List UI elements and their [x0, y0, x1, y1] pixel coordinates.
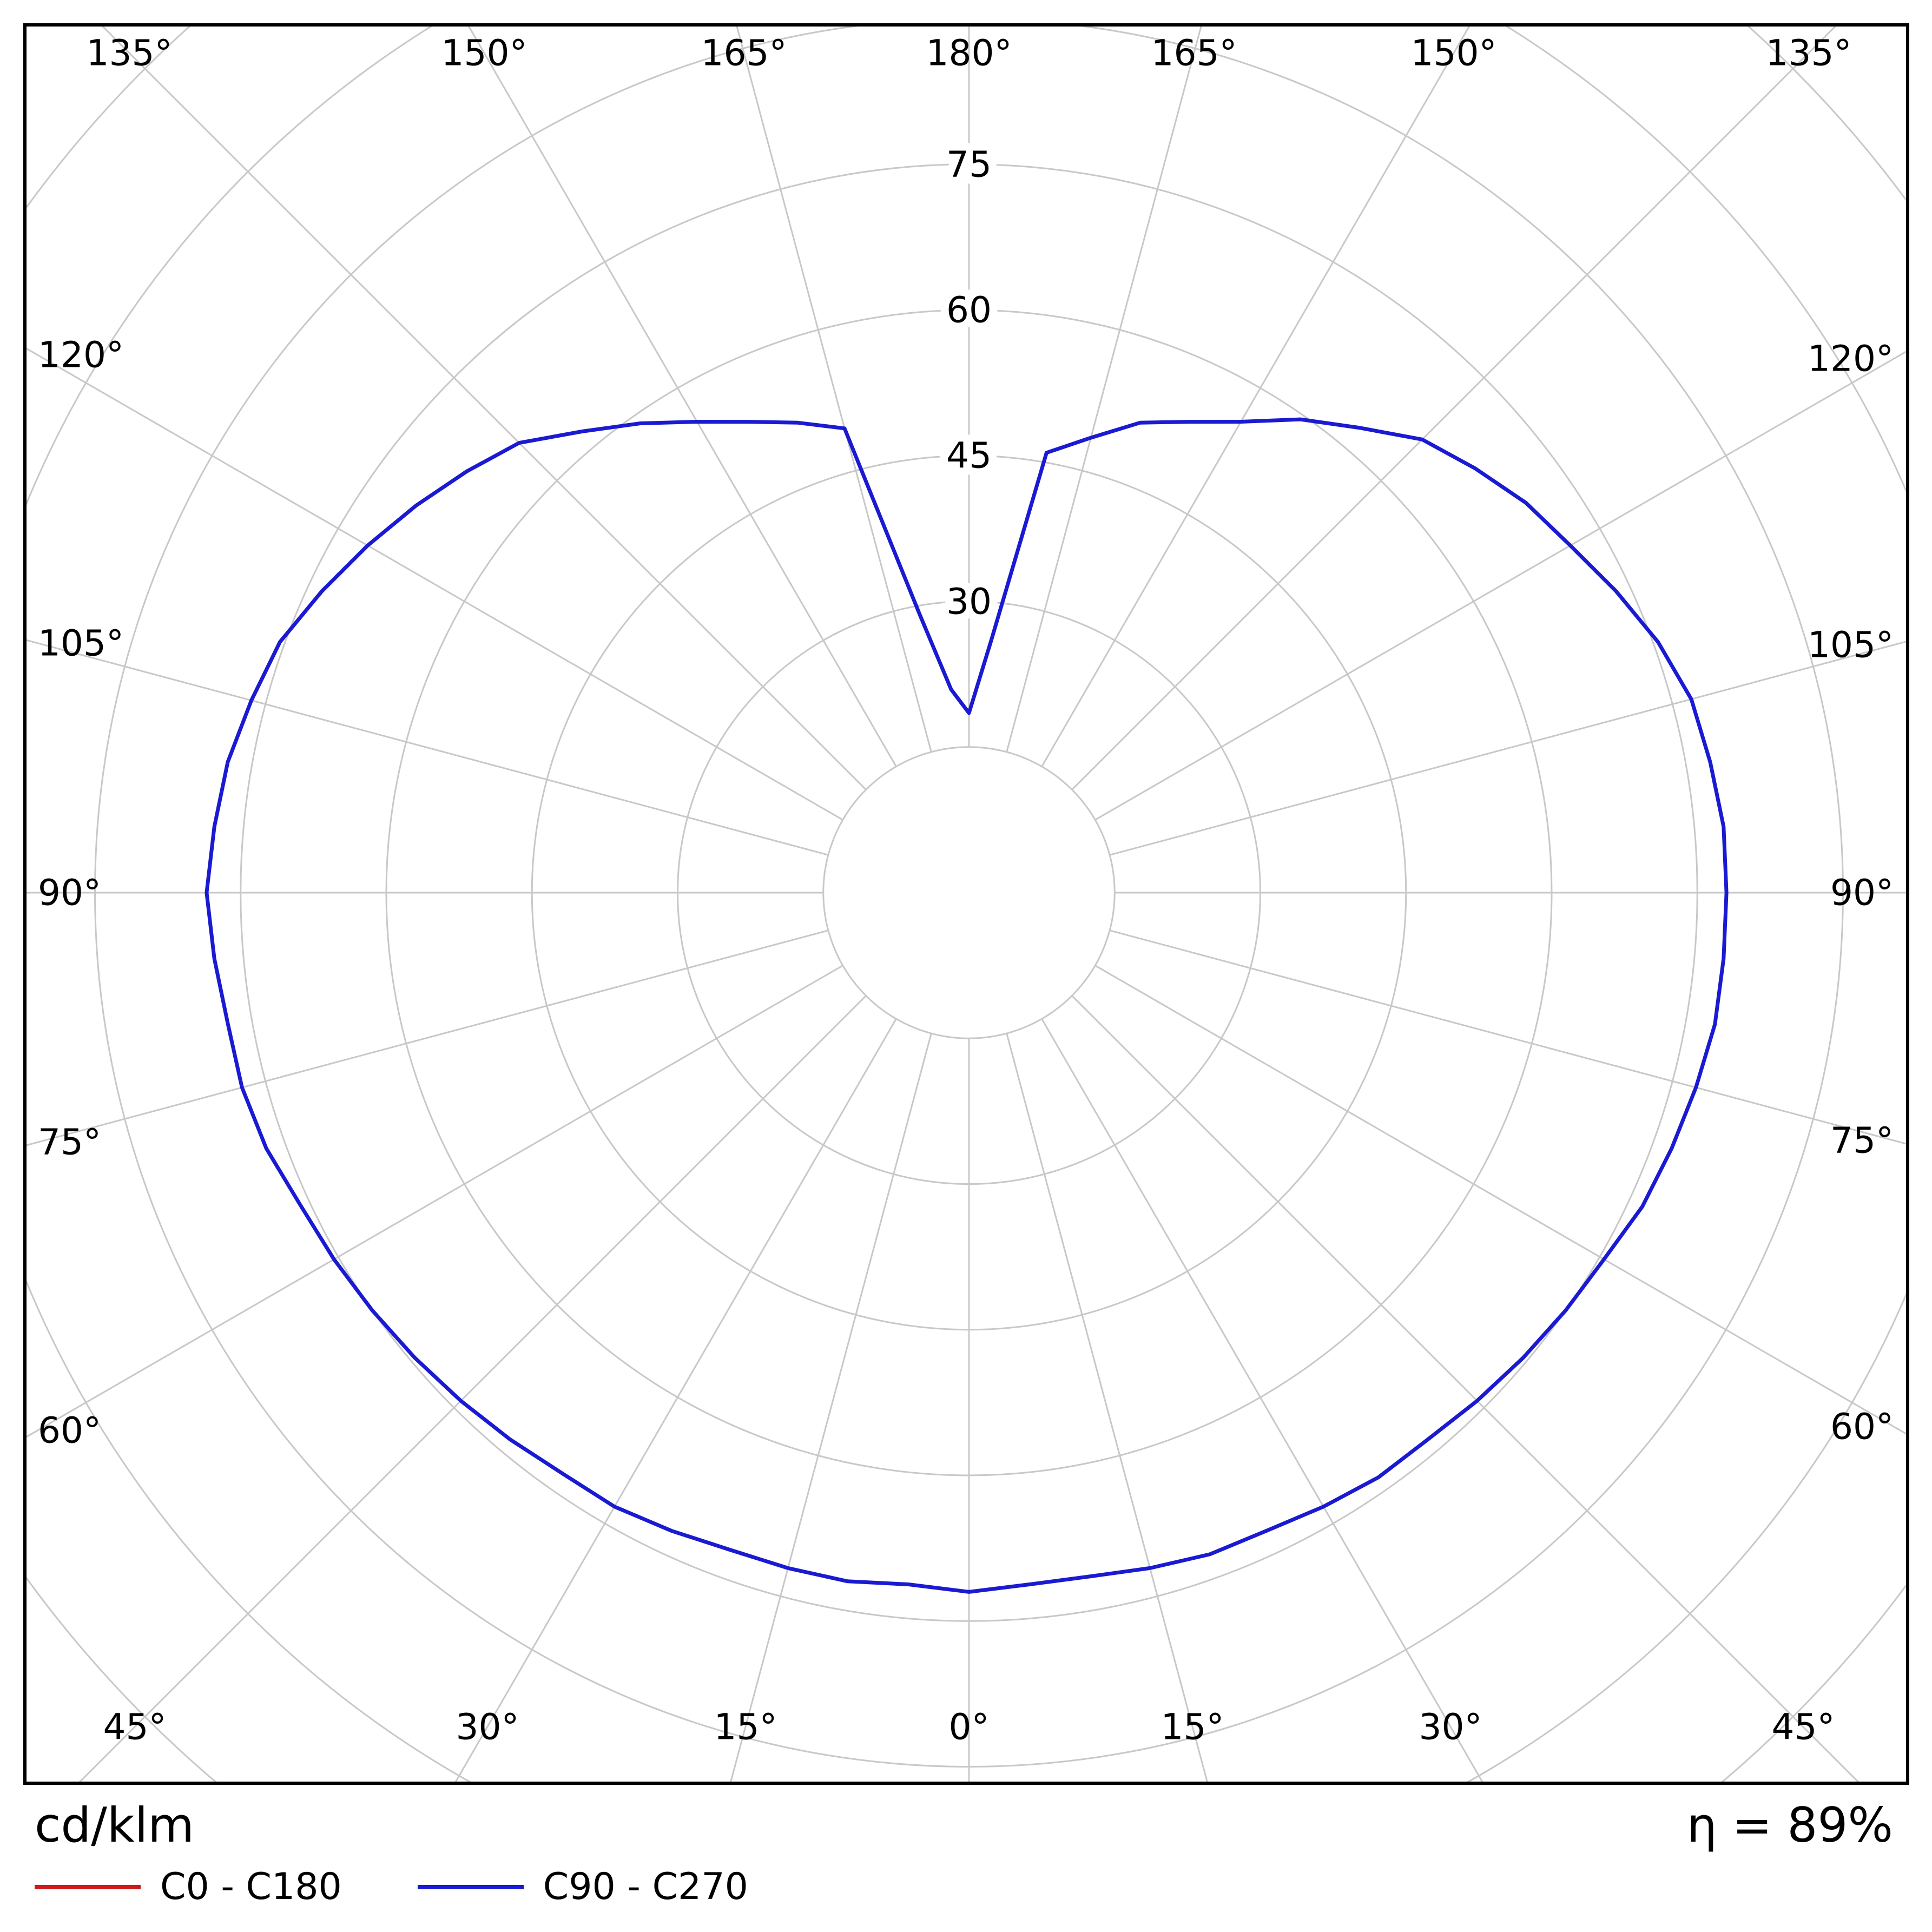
grid-spoke	[1041, 1018, 1483, 1782]
plot-border	[23, 23, 1909, 1785]
angle-tick-label: 75°	[1830, 1120, 1894, 1162]
grid-ring	[822, 746, 1116, 1039]
angle-tick-label: 150°	[1411, 32, 1497, 74]
intensity-curve-c90-c270	[205, 417, 1729, 1594]
grid-spoke	[1041, 27, 1471, 767]
efficiency-label: η = 89%	[1686, 1797, 1893, 1853]
unit-label: cd/klm	[35, 1797, 195, 1853]
angle-tick-label: 30°	[456, 1706, 519, 1748]
angle-tick-label: 30°	[1419, 1706, 1482, 1748]
grid-spoke	[736, 27, 932, 753]
angle-tick-label: 150°	[441, 32, 527, 74]
legend-item-c0-c180: C0 - C180	[35, 1865, 418, 1908]
radius-tick-label: 75	[946, 144, 992, 186]
angle-tick-label: 135°	[1766, 32, 1852, 74]
angle-tick-label: 90°	[38, 872, 101, 914]
angle-tick-label: 135°	[87, 32, 173, 74]
angle-tick-label: 60°	[38, 1410, 101, 1452]
angle-tick-label: 120°	[38, 334, 124, 376]
angle-tick-label: 180°	[926, 32, 1012, 74]
angle-tick-label: 165°	[1151, 32, 1237, 74]
angle-tick-label: 120°	[1808, 338, 1894, 380]
grid-spoke	[78, 995, 867, 1782]
grid-spoke	[1071, 995, 1860, 1782]
angle-tick-label: 0°	[949, 1706, 990, 1748]
angle-tick-label: 105°	[38, 623, 124, 664]
grid-spoke	[27, 347, 843, 821]
grid-spoke	[1006, 27, 1202, 753]
grid-spoke	[27, 639, 829, 856]
grid-spoke	[1071, 27, 1837, 790]
legend-line-red	[35, 1884, 141, 1889]
grid-spoke	[1094, 351, 1906, 821]
grid-spoke	[454, 1018, 897, 1782]
radius-tick-label: 30	[946, 581, 992, 623]
angle-tick-label: 45°	[1772, 1706, 1835, 1748]
grid-spoke	[730, 1033, 932, 1782]
grid-spoke	[467, 27, 897, 767]
angle-tick-label: 75°	[38, 1122, 101, 1163]
grid-spoke	[1006, 1033, 1208, 1782]
angle-tick-label: 60°	[1830, 1406, 1894, 1448]
angle-tick-label: 165°	[701, 32, 787, 74]
grid-spoke	[101, 27, 867, 790]
grid-spoke	[1094, 965, 1906, 1435]
legend-label-c90-c270: C90 - C270	[543, 1865, 748, 1908]
angle-tick-label: 15°	[714, 1706, 777, 1748]
legend-item-c90-c270: C90 - C270	[417, 1865, 824, 1908]
grid-spoke	[27, 929, 829, 1146]
legend-label-c0-c180: C0 - C180	[160, 1865, 342, 1908]
angle-tick-label: 45°	[103, 1706, 167, 1748]
legend: C0 - C180 C90 - C270	[35, 1865, 824, 1908]
grid-spoke	[27, 965, 843, 1438]
legend-line-blue	[417, 1884, 524, 1889]
radius-tick-label: 45	[946, 435, 992, 477]
grid-spoke	[1109, 929, 1906, 1145]
radius-tick-label: 60	[946, 289, 992, 331]
angle-tick-label: 105°	[1808, 624, 1894, 666]
grid-spoke	[1109, 641, 1906, 856]
angle-tick-label: 90°	[1830, 872, 1894, 914]
angle-tick-label: 15°	[1161, 1706, 1224, 1748]
